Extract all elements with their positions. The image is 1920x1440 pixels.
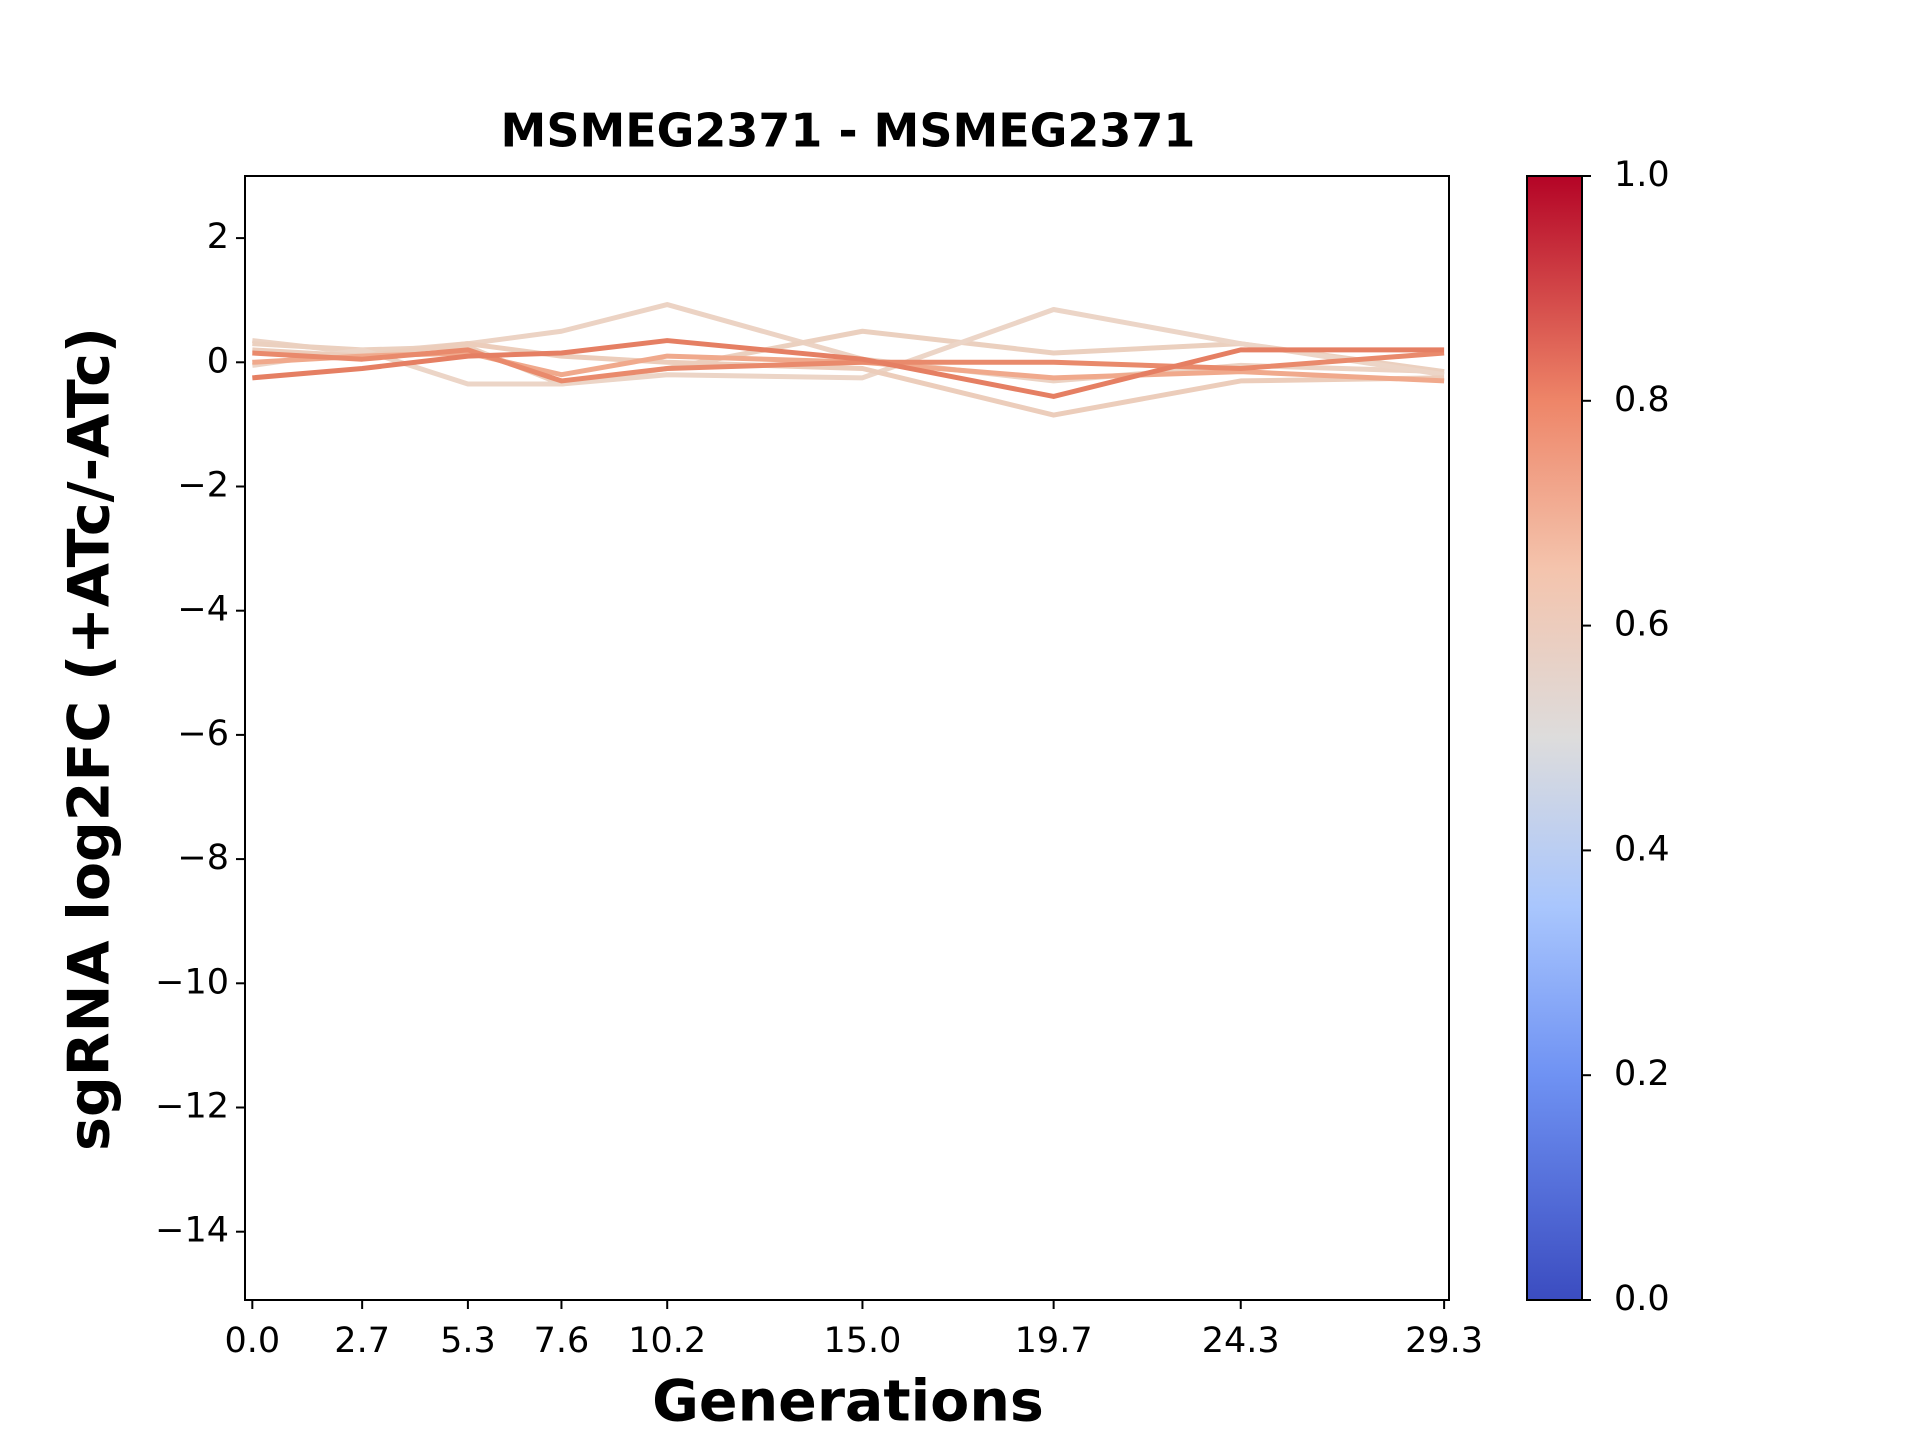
series-line	[252, 338, 1445, 399]
y-tick-label: −12	[155, 1086, 229, 1126]
colorbar-tick-label: 0.8	[1614, 380, 1670, 420]
x-tick-label: 15.0	[823, 1321, 901, 1361]
y-tick-label: −10	[155, 962, 229, 1002]
x-tick-label: 7.6	[534, 1321, 590, 1361]
x-tick-label: 24.3	[1202, 1321, 1280, 1361]
series-line	[251, 307, 1445, 387]
y-tick-label: 2	[207, 217, 229, 257]
y-tick-label: 0	[207, 341, 229, 381]
y-tick-label: −2	[177, 465, 229, 505]
x-tick-label: 19.7	[1015, 1321, 1093, 1361]
x-tick-label: 5.3	[440, 1321, 496, 1361]
x-axis-label: Generations	[652, 1369, 1044, 1435]
x-tick-label: 2.7	[334, 1321, 390, 1361]
series-line	[252, 341, 1445, 418]
chart-title: MSMEG2371 - MSMEG2371	[501, 104, 1196, 158]
colorbar-tick-label: 0.6	[1614, 605, 1670, 645]
y-tick-label: −8	[177, 838, 229, 878]
y-axis-label: sgRNA log2FC (+ATc/-ATc)	[57, 327, 123, 1151]
colorbar-tick-label: 0.4	[1614, 829, 1670, 869]
x-tick-label: 0.0	[224, 1321, 280, 1361]
colorbar-tick-label: 0.2	[1614, 1054, 1670, 1094]
colorbar-tick-label: 1.0	[1614, 155, 1670, 195]
y-tick-label: −14	[155, 1211, 229, 1251]
y-tick-label: −6	[177, 714, 229, 754]
x-tick-label: 29.3	[1405, 1321, 1483, 1361]
colorbar	[1526, 175, 1583, 1301]
plot-frame	[244, 175, 1450, 1301]
colorbar-tick-label: 0.0	[1614, 1279, 1670, 1319]
x-tick-label: 10.2	[628, 1321, 706, 1361]
y-tick-label: −4	[177, 590, 229, 630]
